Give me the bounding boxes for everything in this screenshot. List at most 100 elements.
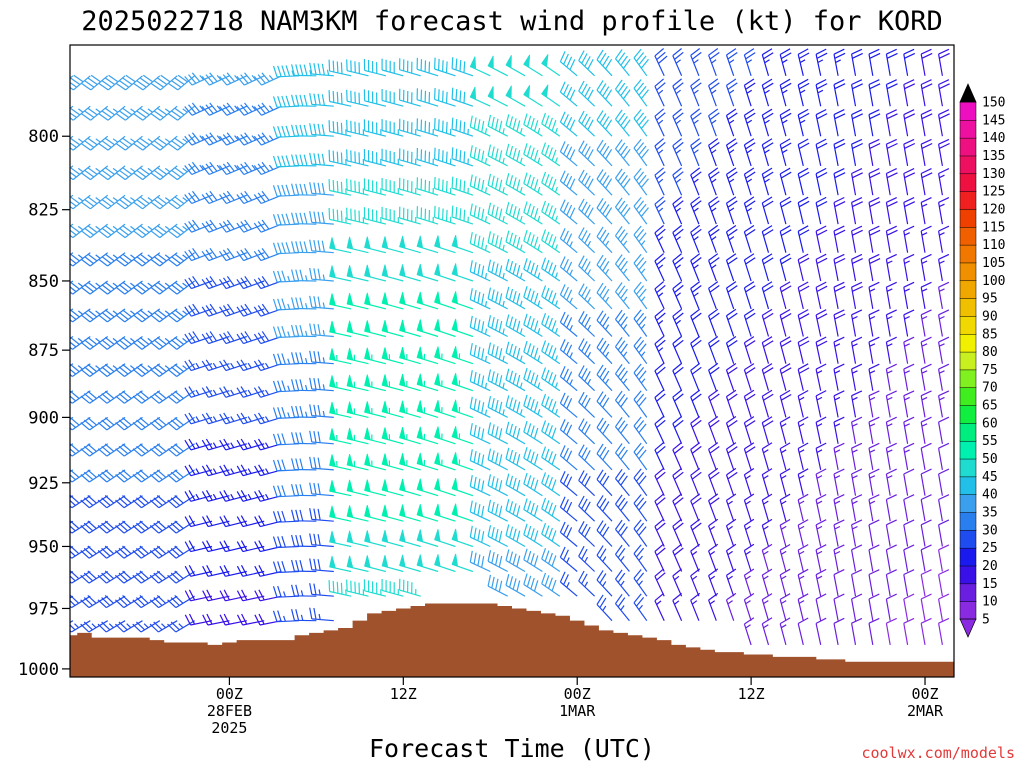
wind-barb [578,283,596,310]
wind-barb [833,593,845,621]
wind-barb [70,308,91,323]
wind-barb [236,540,265,553]
wind-barb [451,147,474,167]
wind-barb [150,74,178,91]
wind-barb [363,119,387,137]
wind-barb [938,225,950,253]
wind-barb [596,570,613,597]
wind-barb [487,550,508,573]
wind-barb [920,363,932,391]
wind-barb [541,285,561,310]
wind-barb [201,438,230,451]
wind-barb [815,416,827,444]
wind-barbs [70,48,950,646]
wind-barb [219,102,248,116]
wind-barb [868,593,880,621]
wind-barb [97,520,126,534]
wind-barb [80,165,109,181]
wind-barb [654,138,666,167]
wind-barb [167,443,195,457]
wind-barb [654,568,666,597]
wind-barb [885,442,897,471]
wind-barb-pennant [451,503,459,517]
wind-barb [253,303,282,317]
wind-barb [761,281,774,310]
wind-barb [743,108,756,137]
wind-barb-pennant [381,554,389,568]
wind-barb-pennant [451,399,459,413]
wind-barb [254,540,282,553]
wind-barb-pennant [451,426,459,440]
wind-barb [868,519,880,547]
wind-barb [743,617,755,646]
wind-barb [690,543,701,572]
wind-barb [868,544,880,572]
credit-link[interactable]: coolwx.com/models [861,744,1015,762]
wind-barb [202,613,230,626]
colorbar-label: 50 [982,452,998,467]
colorbar-label: 70 [982,381,998,396]
wind-barb [633,281,648,310]
wind-barb [633,468,648,497]
wind-barb [851,225,863,253]
wind-barb [920,593,932,621]
wind-barb [150,443,178,457]
wind-barb [743,78,756,107]
wind-barb [70,443,74,447]
wind-barb [98,165,126,181]
wind-barb [779,336,792,364]
wind-barb [253,102,282,116]
wind-barb [98,336,126,350]
wind-barb-pennant [346,292,354,306]
wind-barb [346,207,369,225]
wind-barb [416,147,439,167]
wind-barb [150,165,178,181]
wind-barb [201,331,230,345]
wind-barb-pennant [329,401,336,415]
wind-barb [469,449,491,471]
wind-barb [779,308,792,337]
wind-barb [761,225,774,253]
wind-barb [708,196,720,225]
wind-barb [309,93,334,107]
colorbar-bin [959,511,977,531]
wind-barb [743,308,756,337]
wind-barb [851,390,863,418]
wind-barb [672,281,684,310]
wind-barb [815,48,828,76]
wind-barb [596,169,613,196]
x-tick-label: 00Z [911,685,938,703]
wind-barb [690,224,702,253]
wind-barb [184,102,213,116]
wind-barb [184,565,213,577]
wind-barb [833,442,845,471]
wind-barb [708,253,720,282]
wind-barb [903,281,915,310]
wind-barb [150,105,178,121]
wind-barb [725,196,738,225]
x-axis-title: Forecast Time (UTC) [369,734,655,763]
wind-barb [346,59,369,77]
wind-barb [633,494,648,522]
wind-barb [132,443,161,457]
wind-barb-pennant [399,453,406,466]
wind-barb [615,443,630,471]
wind-barb [469,474,491,497]
wind-barb [578,338,596,365]
wind-barb [115,74,143,91]
wind-barb [596,310,613,337]
wind-barb [743,167,756,196]
wind-barb-pennant [364,427,371,441]
wind-barb-pennant [416,373,424,387]
wind-barb [236,515,265,528]
wind-barb [149,545,178,559]
wind-barb [541,523,561,547]
wind-barb-pennant [505,55,512,69]
wind-barb [725,281,738,310]
wind-barb [97,363,126,377]
wind-barb [938,416,950,444]
wind-barb [523,229,543,254]
wind-barb [725,592,737,621]
wind-barb [184,589,213,602]
wind-barb [672,224,684,253]
